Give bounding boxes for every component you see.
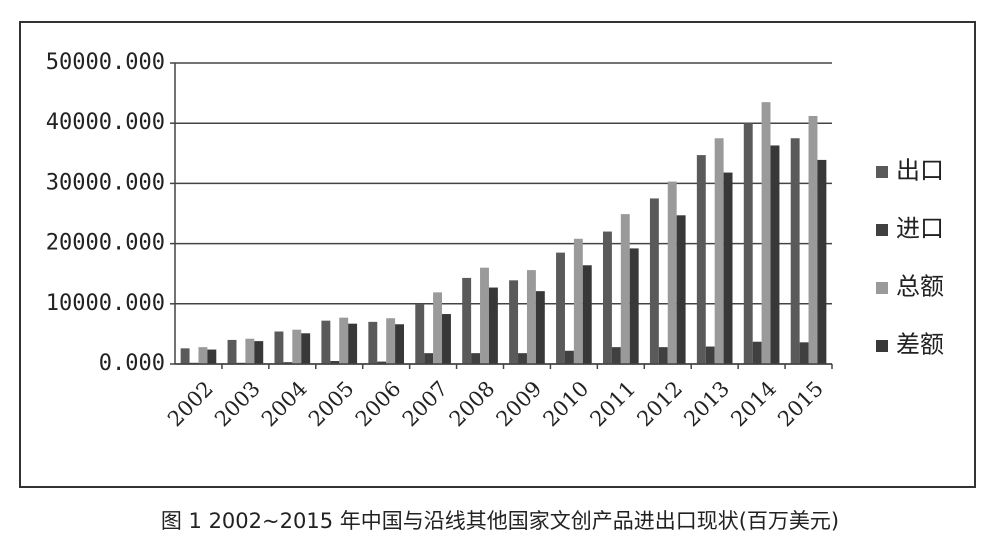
y-tick-label: 0.000 <box>99 351 165 376</box>
bar <box>770 145 780 364</box>
bar <box>535 291 545 364</box>
bar <box>274 331 284 364</box>
legend-swatch <box>876 282 888 294</box>
legend-label: 差额 <box>896 331 944 359</box>
bar <box>518 353 527 364</box>
bar <box>676 215 686 364</box>
bar <box>462 277 472 364</box>
bar <box>377 361 387 364</box>
y-tick-label: 50000.000 <box>46 50 165 75</box>
bar <box>368 321 378 364</box>
bar <box>207 349 217 364</box>
bar <box>696 155 706 364</box>
bar <box>283 362 293 364</box>
x-tick-label: 2015 <box>773 376 828 431</box>
bar <box>198 347 208 364</box>
bar <box>629 248 639 364</box>
bar <box>564 350 574 364</box>
bar <box>339 317 349 364</box>
x-tick-label: 2004 <box>257 376 312 431</box>
legend-label: 总额 <box>896 273 944 301</box>
bar <box>667 181 677 364</box>
x-tick-label: 2008 <box>445 376 500 431</box>
x-tick-label: 2003 <box>210 376 265 431</box>
bar <box>433 292 443 364</box>
x-tick-label: 2011 <box>585 376 640 431</box>
bar <box>488 287 498 364</box>
bar <box>743 123 753 364</box>
bar <box>471 353 481 364</box>
bar <box>245 338 255 364</box>
x-tick-label: 2005 <box>304 376 359 431</box>
x-tick-label: 2014 <box>726 376 781 431</box>
y-tick-label: 30000.000 <box>46 170 165 195</box>
bar <box>526 270 536 364</box>
y-tick-label: 10000.000 <box>46 291 165 316</box>
bar <box>480 267 489 364</box>
bar <box>602 231 612 364</box>
x-tick-label: 2009 <box>492 376 547 431</box>
bar <box>790 138 800 364</box>
bar <box>808 115 818 364</box>
bar <box>395 324 405 364</box>
bar <box>292 329 302 364</box>
bar <box>254 341 264 364</box>
bar <box>556 252 565 364</box>
bar <box>620 214 630 364</box>
legend-label: 进口 <box>896 215 944 243</box>
bar <box>761 102 771 364</box>
bar <box>714 138 724 364</box>
bar <box>723 172 733 364</box>
bar <box>442 314 451 364</box>
bar <box>180 348 190 364</box>
y-tick-label: 20000.000 <box>46 231 165 256</box>
x-tick-label: 2013 <box>679 376 734 431</box>
bar <box>415 303 425 364</box>
bar <box>649 198 659 364</box>
bar <box>817 159 827 364</box>
bar <box>509 280 519 364</box>
bar <box>799 342 809 364</box>
x-tick-label: 2007 <box>398 376 453 431</box>
chart-frame <box>19 21 976 488</box>
legend-swatch <box>876 166 888 178</box>
x-tick-label: 2012 <box>632 376 687 431</box>
bar <box>611 347 621 364</box>
x-tick-label: 2006 <box>351 376 406 431</box>
x-tick-label: 2002 <box>163 376 218 431</box>
legend-label: 出口 <box>896 157 944 185</box>
chart-caption: 图 1 2002~2015 年中国与沿线其他国家文创产品进出口现状(百万美元) <box>161 509 839 533</box>
bar <box>348 323 358 364</box>
bar <box>386 318 396 364</box>
bar <box>424 353 434 364</box>
bar <box>752 341 762 364</box>
bar <box>321 320 331 364</box>
bar <box>658 347 668 364</box>
bar <box>330 360 340 364</box>
legend-swatch <box>876 340 888 352</box>
y-tick-label: 40000.000 <box>46 110 165 135</box>
bar <box>301 333 311 364</box>
bar <box>582 265 592 364</box>
bar <box>227 339 237 364</box>
x-tick-label: 2010 <box>539 376 594 431</box>
legend-swatch <box>876 224 888 236</box>
bar <box>705 346 715 364</box>
bar <box>573 238 583 364</box>
